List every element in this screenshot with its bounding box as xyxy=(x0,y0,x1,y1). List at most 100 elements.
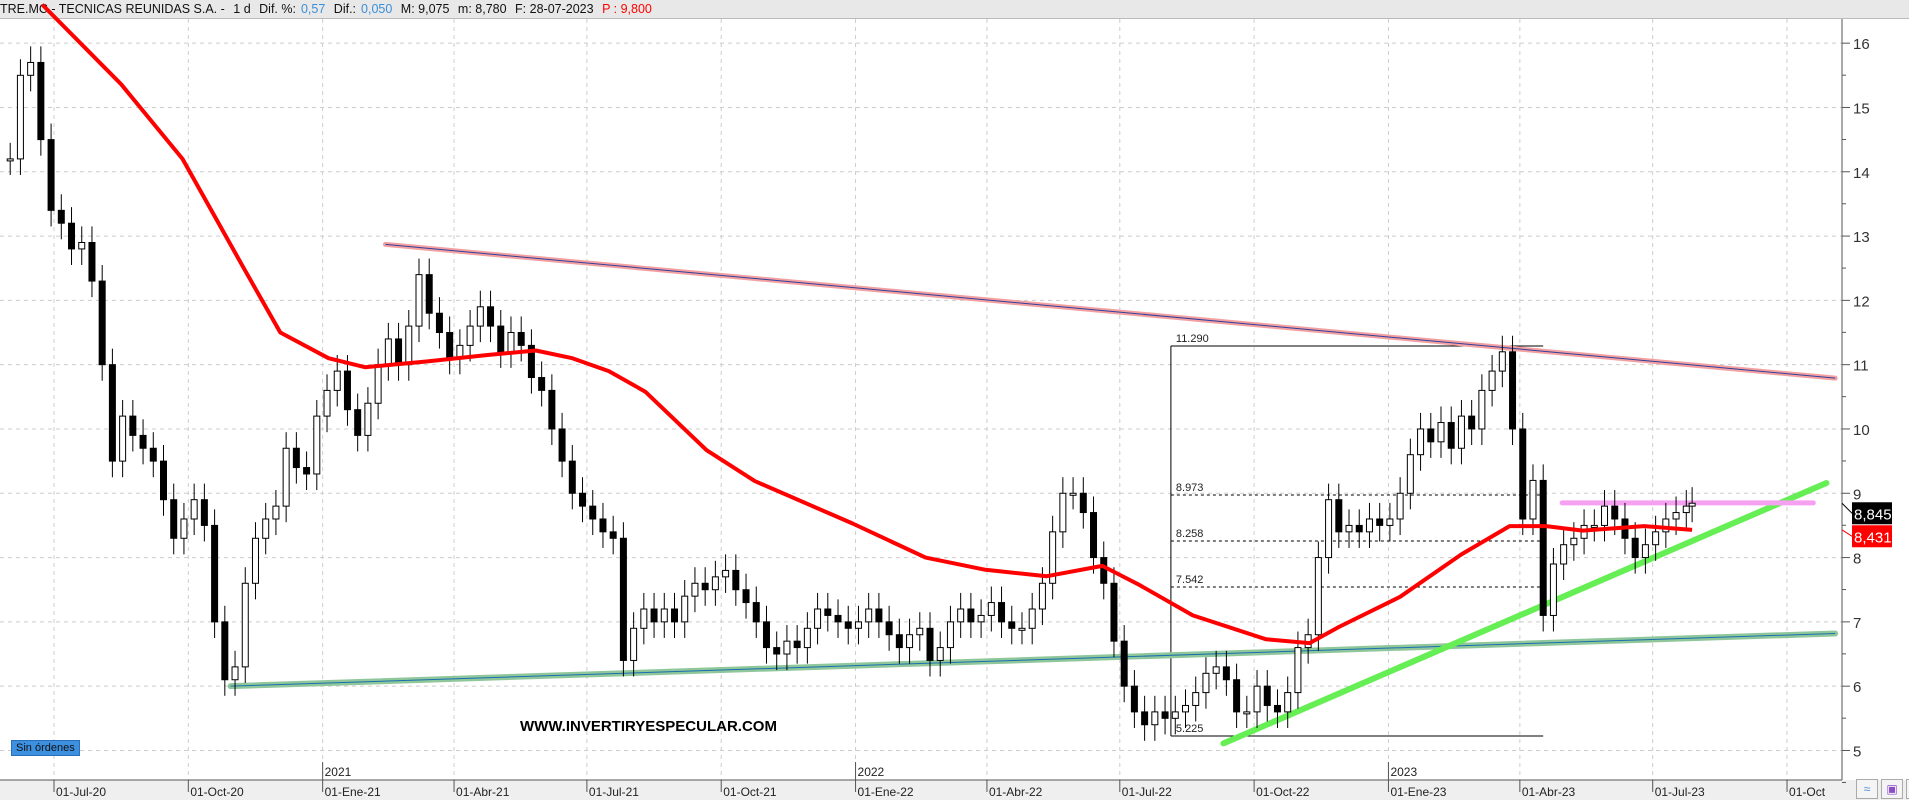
price-label-pointer xyxy=(1841,529,1853,537)
x-tick-label: 01-Oct xyxy=(1789,785,1826,799)
candle xyxy=(742,589,750,604)
grid xyxy=(0,19,1842,780)
candle xyxy=(711,576,719,591)
candle xyxy=(916,627,924,636)
line-chart-icon[interactable]: ≈ xyxy=(1856,779,1878,799)
candle xyxy=(834,614,842,623)
year-label: 2022 xyxy=(858,765,885,779)
candle xyxy=(149,447,157,462)
y-axis[interactable]: 5 6 7 8 9 10 11 12 13 14 15 16 8,845 8,431 xyxy=(1841,19,1909,783)
x-tick-label: 01-Oct-20 xyxy=(190,785,244,799)
candle xyxy=(425,274,433,314)
candle xyxy=(27,61,35,76)
y-tick-label: 5 xyxy=(1853,743,1861,760)
x-tick-label: 01-Jul-21 xyxy=(589,785,639,799)
candle xyxy=(1672,512,1680,520)
candle xyxy=(374,364,382,404)
candle xyxy=(1130,685,1138,713)
x-axis-panel xyxy=(0,780,1909,800)
candle xyxy=(1529,479,1537,520)
candle xyxy=(671,608,678,623)
trendline-support-core[interactable] xyxy=(230,632,1836,687)
price-label-pointer xyxy=(1841,502,1853,514)
candle xyxy=(701,582,709,591)
interval: 1 d xyxy=(233,2,251,16)
candle xyxy=(875,608,883,623)
candle xyxy=(1611,505,1619,520)
candle xyxy=(589,505,597,520)
candle xyxy=(1682,505,1690,514)
fib-level-label: 8.258 xyxy=(1176,528,1204,540)
x-axis[interactable]: 01-Jul-20 01-Oct-20 01-Ene-21 01-Abr-21 01-J… xyxy=(0,762,1909,800)
fibonacci-retracement[interactable]: 11.290 8.973 8.258 7.542 5.225 xyxy=(1170,333,1544,737)
candle xyxy=(1549,563,1557,616)
candle xyxy=(1120,640,1128,687)
candle xyxy=(1110,582,1118,642)
candle xyxy=(926,627,934,661)
dif-pct-value: 0,57 xyxy=(300,2,326,16)
candle xyxy=(1386,518,1394,526)
candle xyxy=(1314,557,1322,636)
candle xyxy=(946,621,954,649)
candle xyxy=(1560,544,1568,565)
status-badge[interactable]: Sin órdenes xyxy=(11,740,80,756)
candle xyxy=(1519,428,1527,520)
candle xyxy=(1038,582,1046,610)
candle xyxy=(1202,672,1210,694)
candle xyxy=(660,608,668,623)
candle xyxy=(47,139,55,211)
candle xyxy=(1253,685,1261,713)
trendline-uptrend[interactable] xyxy=(1220,479,1830,747)
candle xyxy=(854,621,862,629)
candle xyxy=(1539,479,1547,616)
candle xyxy=(1468,415,1476,430)
candle xyxy=(793,640,801,649)
candle xyxy=(98,280,106,366)
pin-icon[interactable]: ⊸ xyxy=(1906,779,1909,799)
candle xyxy=(446,332,454,359)
candle xyxy=(640,608,648,629)
symbol-title: TRE.MC - TECNICAS REUNIDAS S.A. - xyxy=(0,2,225,16)
candle xyxy=(895,634,903,649)
candle xyxy=(262,518,270,539)
candle xyxy=(527,344,535,379)
y-tick-label: 6 xyxy=(1853,679,1861,696)
candle xyxy=(1457,415,1465,449)
candle xyxy=(885,621,893,636)
candle xyxy=(405,325,413,366)
candle xyxy=(824,608,832,616)
candle xyxy=(1059,492,1067,533)
chart-header: TRE.MC - TECNICAS REUNIDAS S.A. - 1 d Di… xyxy=(0,0,1909,19)
candle xyxy=(1284,692,1292,713)
x-tick-label: 01-Ene-23 xyxy=(1390,785,1446,799)
candle xyxy=(435,312,443,334)
candle xyxy=(119,415,127,462)
candle xyxy=(1601,505,1609,526)
candle xyxy=(466,325,474,346)
candles xyxy=(6,46,1696,741)
candle xyxy=(415,274,423,327)
dif-pct-label: Dif. %: xyxy=(259,2,296,16)
watermark: WWW.INVERTIRYESPECULAR.COM xyxy=(520,718,777,735)
candle xyxy=(681,595,689,623)
candle xyxy=(139,434,147,449)
x-tick-label: 01-Ene-22 xyxy=(858,785,914,799)
candle xyxy=(1222,666,1230,681)
candle xyxy=(957,608,965,623)
candle xyxy=(37,61,45,141)
candle xyxy=(1263,685,1271,706)
candle xyxy=(507,332,515,353)
y-axis-panel xyxy=(1842,19,1909,780)
sma-line xyxy=(40,3,1693,646)
candle xyxy=(1192,692,1200,706)
date-value: F: 28-07-2023 xyxy=(515,2,594,16)
candle xyxy=(1688,502,1696,507)
candle xyxy=(865,608,873,623)
candle xyxy=(630,627,638,661)
candle xyxy=(1100,557,1108,584)
trendlines[interactable] xyxy=(227,241,1839,747)
trendline-resistance-core[interactable] xyxy=(385,243,1836,379)
candle xyxy=(1151,711,1159,726)
save-icon[interactable]: ▣ xyxy=(1881,779,1903,799)
